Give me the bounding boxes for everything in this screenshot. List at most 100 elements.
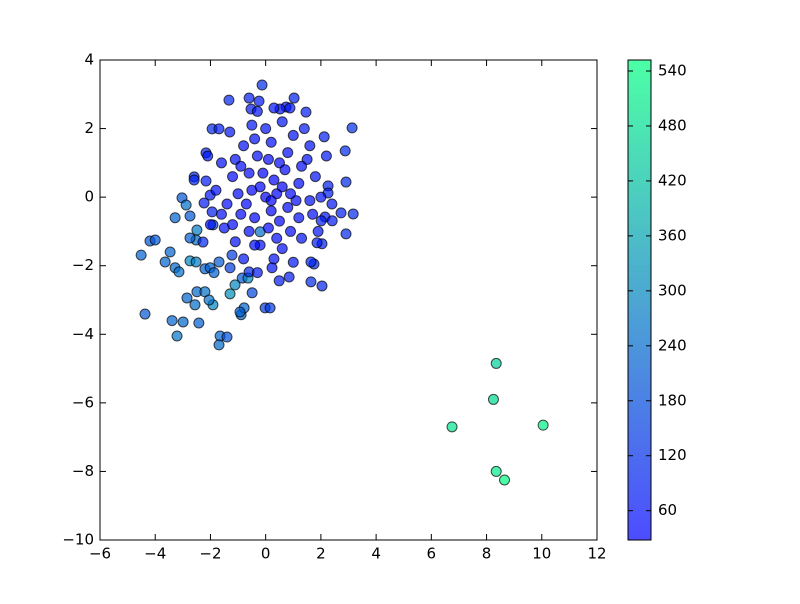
point — [221, 198, 233, 210]
point — [169, 212, 181, 224]
point — [251, 105, 263, 117]
point — [273, 275, 285, 287]
point — [296, 232, 308, 244]
point — [249, 133, 261, 145]
point — [300, 106, 312, 118]
point — [340, 228, 352, 240]
x-tick-label: 0 — [261, 545, 271, 563]
point — [490, 357, 502, 369]
colorbar-tick-label: 480 — [658, 116, 687, 134]
point — [254, 181, 266, 193]
point — [243, 167, 255, 179]
point — [251, 150, 263, 162]
point — [246, 119, 258, 131]
point — [293, 177, 305, 189]
point — [139, 308, 151, 320]
point — [284, 102, 296, 114]
point — [282, 201, 294, 213]
y-tick-label: −8 — [72, 462, 94, 480]
point — [180, 199, 192, 211]
point — [266, 262, 278, 274]
point — [234, 306, 246, 318]
colorbar-tick-label: 180 — [658, 391, 687, 409]
point — [268, 253, 280, 265]
point — [203, 294, 215, 306]
point — [298, 123, 310, 135]
plot-frame — [99, 59, 598, 541]
point — [224, 262, 236, 274]
y-tick-label: −10 — [62, 531, 94, 549]
x-tick-label: 12 — [587, 545, 606, 563]
point — [215, 157, 227, 169]
point — [200, 175, 212, 187]
point — [235, 208, 247, 220]
point — [316, 280, 328, 292]
point — [339, 145, 351, 157]
point — [240, 198, 252, 210]
point — [304, 140, 316, 152]
point — [305, 256, 317, 268]
point — [243, 92, 255, 104]
point — [249, 239, 261, 251]
point — [189, 299, 201, 311]
point — [309, 171, 321, 183]
point — [226, 249, 238, 261]
point — [193, 317, 205, 329]
point — [326, 215, 338, 227]
point — [271, 232, 283, 244]
point — [315, 215, 327, 227]
point — [171, 330, 183, 342]
point — [340, 176, 352, 188]
point — [191, 224, 203, 236]
point — [215, 208, 227, 220]
point — [276, 181, 288, 193]
point — [210, 184, 222, 196]
point — [188, 174, 200, 186]
y-tick-label: 2 — [84, 119, 94, 137]
point — [177, 316, 189, 328]
y-tick-label: 0 — [84, 188, 94, 206]
point — [537, 419, 549, 431]
point — [262, 153, 274, 165]
point — [282, 147, 294, 159]
point — [221, 331, 233, 343]
point — [238, 253, 250, 265]
y-tick-label: 4 — [84, 51, 94, 69]
colorbar-tick-label: 120 — [658, 446, 687, 464]
point — [184, 232, 196, 244]
x-tick-label: 10 — [532, 545, 551, 563]
point — [256, 79, 268, 91]
point — [273, 215, 285, 227]
point — [166, 315, 178, 327]
x-tick-label: 4 — [371, 545, 381, 563]
point — [198, 197, 210, 209]
point — [173, 266, 185, 278]
point — [320, 150, 332, 162]
point — [296, 160, 308, 172]
point — [251, 267, 263, 279]
point — [318, 131, 330, 143]
point — [204, 219, 216, 231]
y-tick-label: −6 — [72, 393, 94, 411]
point — [206, 206, 218, 218]
colorbar-tick-label: 420 — [658, 171, 687, 189]
point — [229, 279, 241, 291]
point — [232, 188, 244, 200]
colorbar-tick-label: 60 — [658, 501, 677, 519]
point — [490, 465, 502, 477]
point — [315, 191, 327, 203]
point — [268, 102, 280, 114]
point — [229, 236, 241, 248]
point — [149, 234, 161, 246]
point — [235, 160, 247, 172]
point — [283, 271, 295, 283]
point — [487, 393, 499, 405]
point — [293, 212, 305, 224]
point — [276, 116, 288, 128]
point — [197, 236, 209, 248]
point — [257, 167, 269, 179]
point — [190, 256, 202, 268]
point — [243, 225, 255, 237]
point — [224, 126, 236, 138]
